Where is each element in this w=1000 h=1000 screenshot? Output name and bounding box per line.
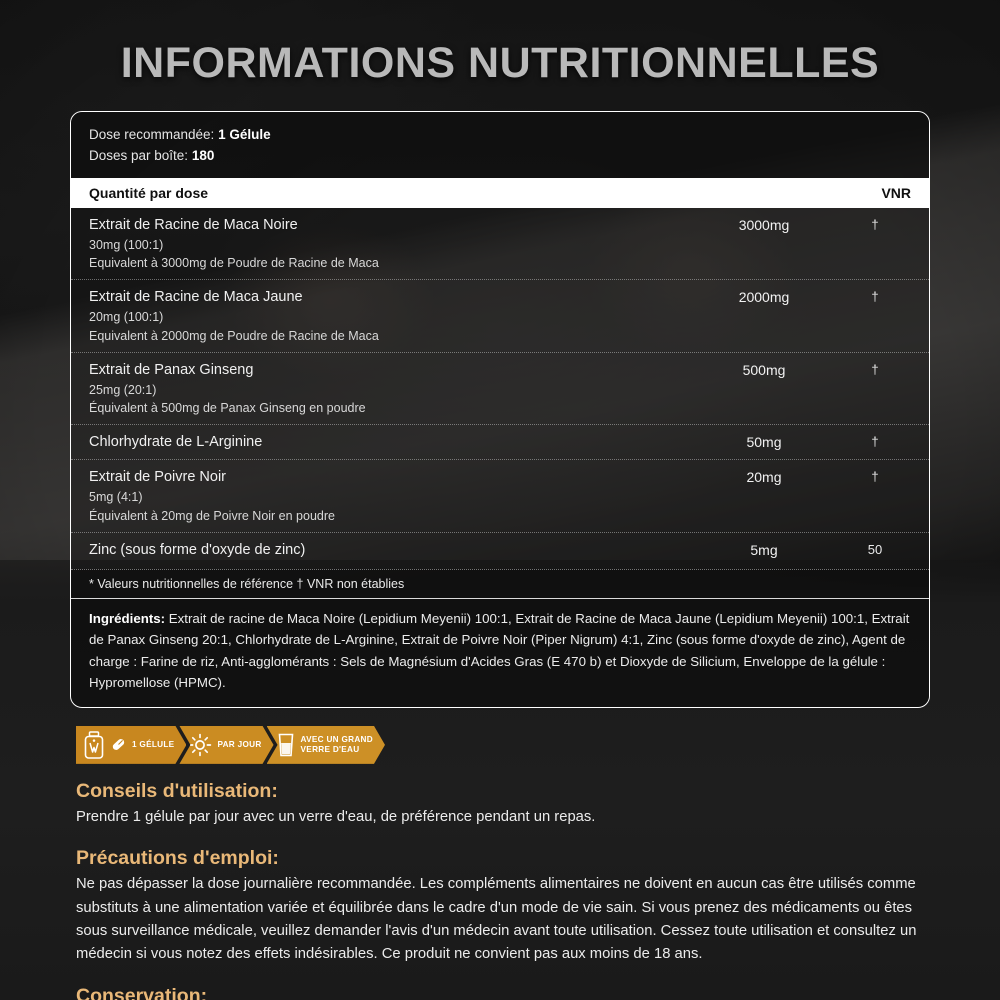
table-column-header: Quantité par dose VNR [71, 177, 929, 208]
nutrient-vnr: † [871, 361, 879, 377]
table-row: Zinc (sous forme d'oxyde de zinc) 5mg 50 [71, 533, 929, 567]
table-row: Extrait de Racine de Maca Jaune 20mg (100… [71, 280, 929, 353]
table-row: Extrait de Panax Ginseng 25mg (20:1) Équiv… [71, 353, 929, 426]
nutrient-info: Chlorhydrate de L-Arginine [89, 432, 689, 453]
recommended-dose-line: Dose recommandée: 1 Gélule [89, 124, 911, 145]
nutrient-equivalence: Équivalent à 20mg de Poivre Noir en poud… [89, 508, 335, 523]
nutrient-amount: 3000mg [738, 216, 790, 233]
table-row: Chlorhydrate de L-Arginine 50mg † [71, 425, 929, 461]
nutrient-info: Extrait de Poivre Noir 5mg (4:1) Équivalen… [89, 467, 689, 526]
advice-section-title: Conservation: [76, 984, 208, 1000]
ingredients-text: Extrait de racine de Maca Noire (Lepidiu… [89, 610, 910, 691]
usage-step-bottle: 1 Gélule [76, 726, 186, 764]
ingredients-block: Ingrédients: Extrait de racine de Maca N… [71, 597, 929, 707]
doses-per-box-label: Doses par boîte: [89, 148, 189, 164]
section-spacer [76, 971, 924, 985]
nutrient-ratio: 5mg (4:1) [89, 490, 143, 505]
section-spacer [76, 833, 924, 847]
recommended-dose-value: 1 Gélule [218, 127, 271, 142]
recommended-dose-label: Dose recommandée: [89, 127, 215, 142]
nutrition-table-body: Extrait de Racine de Maca Noire 30mg (100… [71, 208, 929, 569]
nutrient-ratio: 30mg (100:1) [89, 237, 164, 252]
advice-section: Précautions d'emploi: Ne pas dépasser la … [76, 847, 924, 967]
nutrition-facts-panel: Dose recommandée: 1 Gélule Doses par boî… [70, 111, 930, 708]
advice-section: Conservation:À conserver dans un endroit… [76, 985, 924, 1000]
sun-icon [188, 733, 212, 757]
advice-sections: Conseils d'utilisation: Prendre 1 gélule … [0, 764, 1000, 1000]
nutrient-ratio: 20mg (100:1) [89, 310, 164, 325]
nutrient-name: Extrait de Panax Ginseng [89, 361, 254, 378]
nutrient-name: Zinc (sous forme d'oxyde de zinc) [89, 541, 306, 558]
nutrient-vnr: † [871, 434, 879, 450]
nutrient-amount: 20mg [746, 469, 782, 486]
nutrient-equivalence: Équivalent à 500mg de Panax Ginseng en p… [89, 401, 366, 416]
usage-step-perday: Par jour [179, 726, 273, 764]
nutrient-ratio: 25mg (20:1) [89, 382, 157, 397]
vnr-footnote: * Valeurs nutritionnelles de référence †… [71, 568, 929, 598]
capsule-icon [110, 736, 127, 753]
nutrient-amount: 2000mg [738, 289, 790, 306]
nutrient-info: Zinc (sous forme d'oxyde de zinc) [89, 540, 689, 561]
supplement-bottle-icon [83, 731, 105, 759]
nutrient-vnr: † [871, 469, 879, 485]
advice-section-title: Conseils d'utilisation: [76, 779, 278, 802]
column-header-quantity: Quantité par dose [89, 184, 209, 201]
advice-section-body: Prendre 1 gélule par jour avec un verre … [76, 808, 596, 825]
nutrient-name: Chlorhydrate de L-Arginine [89, 434, 263, 451]
usage-step-bottle-label: 1 Gélule [132, 739, 175, 749]
advice-section-body: Ne pas dépasser la dose journalière reco… [76, 876, 917, 963]
nutrient-amount: 5mg [750, 541, 778, 558]
advice-section: Conseils d'utilisation: Prendre 1 gélule … [76, 780, 924, 829]
table-row: Extrait de Racine de Maca Noire 30mg (100… [71, 208, 929, 281]
advice-section-title: Précautions d'emploi: [76, 847, 279, 870]
usage-step-water-label: Avec un grand verre d'eau [300, 734, 373, 754]
nutrient-info: Extrait de Panax Ginseng 25mg (20:1) Équiv… [89, 360, 689, 419]
doses-per-box-value: 180 [191, 148, 215, 164]
table-row: Extrait de Poivre Noir 5mg (4:1) Équivalen… [71, 460, 929, 533]
nutrient-name: Extrait de Poivre Noir [89, 469, 226, 486]
usage-instruction-strip: 1 Gélule [76, 726, 386, 764]
usage-step-perday-label: Par jour [217, 739, 262, 749]
nutrient-name: Extrait de Racine de Maca Noire [89, 216, 298, 233]
nutrient-vnr: 50 [867, 541, 883, 557]
nutrient-vnr: † [871, 216, 879, 232]
column-header-vnr: VNR [881, 184, 911, 201]
dosage-summary: Dose recommandée: 1 Gélule Doses par boî… [71, 112, 929, 178]
nutrient-equivalence: Equivalent à 2000mg de Poudre de Racine … [89, 328, 379, 343]
nutrient-vnr: † [871, 289, 879, 305]
water-glass-icon [276, 732, 296, 758]
ingredients-label: Ingrédients: [89, 610, 166, 626]
nutrient-amount: 50mg [746, 434, 782, 451]
nutrient-info: Extrait de Racine de Maca Jaune 20mg (100… [89, 287, 689, 346]
nutrient-info: Extrait de Racine de Maca Noire 30mg (100… [89, 215, 689, 274]
nutrient-equivalence: Equivalent à 3000mg de Poudre de Racine … [89, 256, 379, 271]
usage-step-water: Avec un grand verre d'eau [267, 726, 385, 764]
nutrient-name: Extrait de Racine de Maca Jaune [89, 289, 303, 306]
page-title: INFORMATIONS NUTRITIONNELLES [120, 39, 880, 87]
doses-per-box-line: Doses par boîte: 180 [89, 145, 911, 166]
nutrient-amount: 500mg [742, 361, 786, 378]
